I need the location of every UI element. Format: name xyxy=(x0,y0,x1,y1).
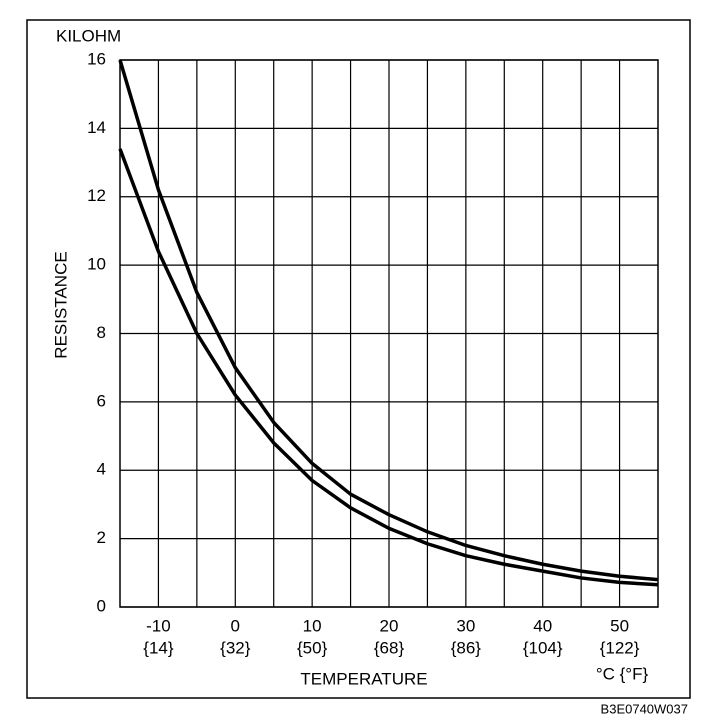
y-tick-label: 8 xyxy=(97,323,106,342)
x-tick-secondary-label: {50} xyxy=(297,638,328,657)
x-tick-secondary-label: {32} xyxy=(220,638,251,657)
curve xyxy=(118,59,659,582)
curve xyxy=(118,148,659,587)
y-tick-label: 2 xyxy=(97,528,106,547)
figure-code: B3E0740W037 xyxy=(601,701,688,716)
y-tick-label: 10 xyxy=(87,255,106,274)
x-tick-secondary-label: {14} xyxy=(143,638,174,657)
x-tick-secondary-label: {104} xyxy=(523,638,563,657)
y-tick-label: 14 xyxy=(87,118,106,137)
x-tick-secondary-label: {68} xyxy=(374,638,405,657)
y-tick-label: 0 xyxy=(97,596,106,615)
y-tick-label: 4 xyxy=(97,460,106,479)
x-tick-label: 10 xyxy=(303,616,322,635)
x-tick-secondary-label: {86} xyxy=(451,638,482,657)
x-axis-label: TEMPERATURE xyxy=(300,669,427,688)
x-unit: °C {°F} xyxy=(596,664,649,683)
x-tick-label: 0 xyxy=(231,616,240,635)
frame xyxy=(26,19,691,699)
x-tick-label: 40 xyxy=(533,616,552,635)
x-tick-label: 30 xyxy=(456,616,475,635)
x-tick-secondary-label: {122} xyxy=(600,638,640,657)
y-tick-label: 12 xyxy=(87,186,106,205)
y-tick-label: 6 xyxy=(97,391,106,410)
x-tick-label: -10 xyxy=(146,616,171,635)
x-tick-label: 50 xyxy=(610,616,629,635)
y-unit: KILOHM xyxy=(56,26,121,45)
y-axis-label: RESISTANCE xyxy=(51,251,70,358)
x-tick-label: 20 xyxy=(380,616,399,635)
y-tick-label: 16 xyxy=(87,49,106,68)
